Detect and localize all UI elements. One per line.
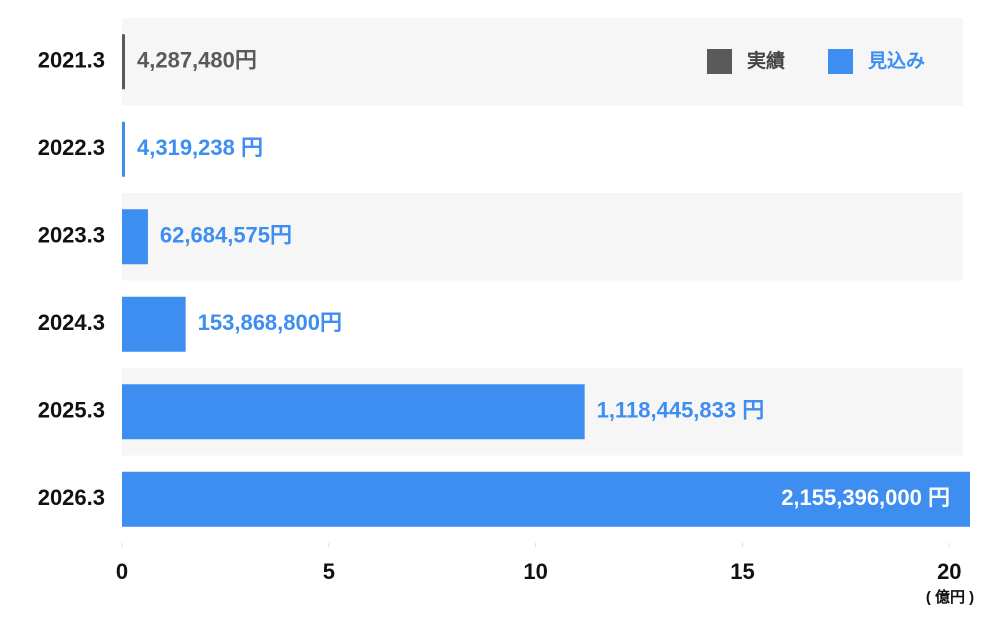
bar [122, 296, 186, 352]
bar [122, 121, 125, 177]
row-background [122, 280, 963, 368]
legend-label: 見込み [868, 50, 925, 72]
value-label: 1,118,445,833 円 [597, 398, 765, 423]
y-tick-label: 2024.3 [38, 310, 105, 335]
bar [122, 384, 585, 440]
legend-swatch [707, 49, 732, 74]
x-tick-label: 15 [730, 559, 754, 584]
bar [122, 471, 970, 527]
y-tick-label: 2021.3 [38, 48, 105, 73]
legend-label: 実績 [747, 49, 785, 72]
value-label: 62,684,575円 [160, 223, 292, 248]
x-tick-label: 0 [116, 559, 128, 584]
row-background [122, 193, 963, 281]
row-background [122, 18, 963, 106]
legend-swatch [828, 49, 853, 74]
y-tick-label: 2023.3 [38, 223, 105, 248]
y-tick-label: 2025.3 [38, 398, 105, 423]
y-tick-label: 2022.3 [38, 135, 105, 160]
x-tick-label: 5 [323, 559, 335, 584]
value-label: 4,319,238 円 [137, 135, 263, 160]
bar [122, 209, 148, 265]
x-tick-label: 20 [937, 559, 961, 584]
x-tick-label: 10 [523, 559, 547, 584]
bar [122, 34, 125, 90]
value-label: 2,155,396,000 円 [781, 485, 950, 510]
value-label: 4,287,480円 [137, 48, 257, 73]
x-axis-label: ( 億円 ) [926, 588, 974, 606]
row-background [122, 105, 963, 193]
y-tick-label: 2026.3 [38, 485, 105, 510]
value-label: 153,868,800円 [198, 310, 342, 335]
bars [122, 34, 970, 527]
